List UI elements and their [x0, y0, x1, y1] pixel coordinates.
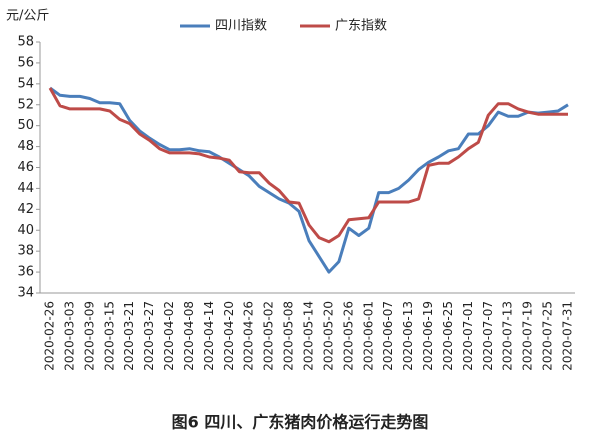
y-tick-label: 54 — [17, 76, 34, 91]
y-tick-label: 58 — [17, 35, 34, 50]
y-tick-label: 38 — [17, 244, 34, 259]
x-tick-label: 2020-06-07 — [381, 301, 395, 371]
x-tick-label: 2020-05-14 — [302, 301, 316, 371]
x-tick-label: 2020-06-01 — [361, 301, 375, 371]
y-tick-label: 44 — [17, 181, 34, 196]
y-tick-label: 40 — [17, 223, 34, 238]
x-tick-label: 2020-04-26 — [242, 301, 256, 371]
legend-label: 四川指数 — [215, 19, 267, 34]
x-tick-label: 2020-03-21 — [122, 301, 136, 371]
series-line — [49, 86, 569, 274]
x-tick-label: 2020-07-07 — [481, 301, 495, 371]
y-tick-label: 36 — [17, 265, 34, 280]
x-tick-label: 2020-03-03 — [62, 301, 76, 371]
x-tick-label: 2020-05-02 — [262, 301, 276, 371]
y-axis-label: 元/公斤 — [6, 9, 49, 24]
x-tick-label: 2020-04-14 — [202, 301, 216, 371]
x-tick-label: 2020-07-31 — [561, 301, 575, 371]
x-tick-label: 2020-06-19 — [421, 301, 435, 371]
y-tick-label: 42 — [17, 202, 34, 217]
chart-title: 图6 四川、广东猪肉价格运行走势图 — [172, 413, 429, 432]
x-tick-label: 2020-05-08 — [282, 301, 296, 371]
x-tick-label: 2020-07-19 — [521, 301, 535, 371]
x-tick-label: 2020-05-20 — [321, 301, 335, 371]
x-tick-label: 2020-06-13 — [401, 301, 415, 371]
x-tick-label: 2020-07-13 — [501, 301, 515, 371]
series-line — [48, 87, 568, 244]
x-tick-label: 2020-05-26 — [341, 301, 355, 371]
x-tick-label: 2020-07-25 — [541, 301, 555, 371]
x-tick-label: 2020-03-15 — [102, 301, 116, 371]
y-tick-label: 46 — [17, 160, 34, 175]
x-tick-label: 2020-03-09 — [82, 301, 96, 371]
x-tick-label: 2020-07-01 — [461, 301, 475, 371]
y-tick-label: 34 — [17, 286, 34, 301]
x-tick-label: 2020-06-25 — [441, 301, 455, 371]
x-tick-label: 2020-03-27 — [142, 301, 156, 371]
y-tick-label: 50 — [17, 118, 34, 133]
y-tick-label: 48 — [17, 139, 34, 154]
x-tick-label: 2020-04-02 — [162, 301, 176, 371]
x-tick-label: 2020-04-08 — [182, 301, 196, 371]
x-tick-label: 2020-04-20 — [222, 301, 236, 371]
x-tick-label: 2020-02-26 — [43, 301, 57, 371]
y-tick-label: 56 — [17, 55, 34, 70]
y-tick-label: 52 — [17, 97, 34, 112]
legend-label: 广东指数 — [335, 19, 387, 34]
